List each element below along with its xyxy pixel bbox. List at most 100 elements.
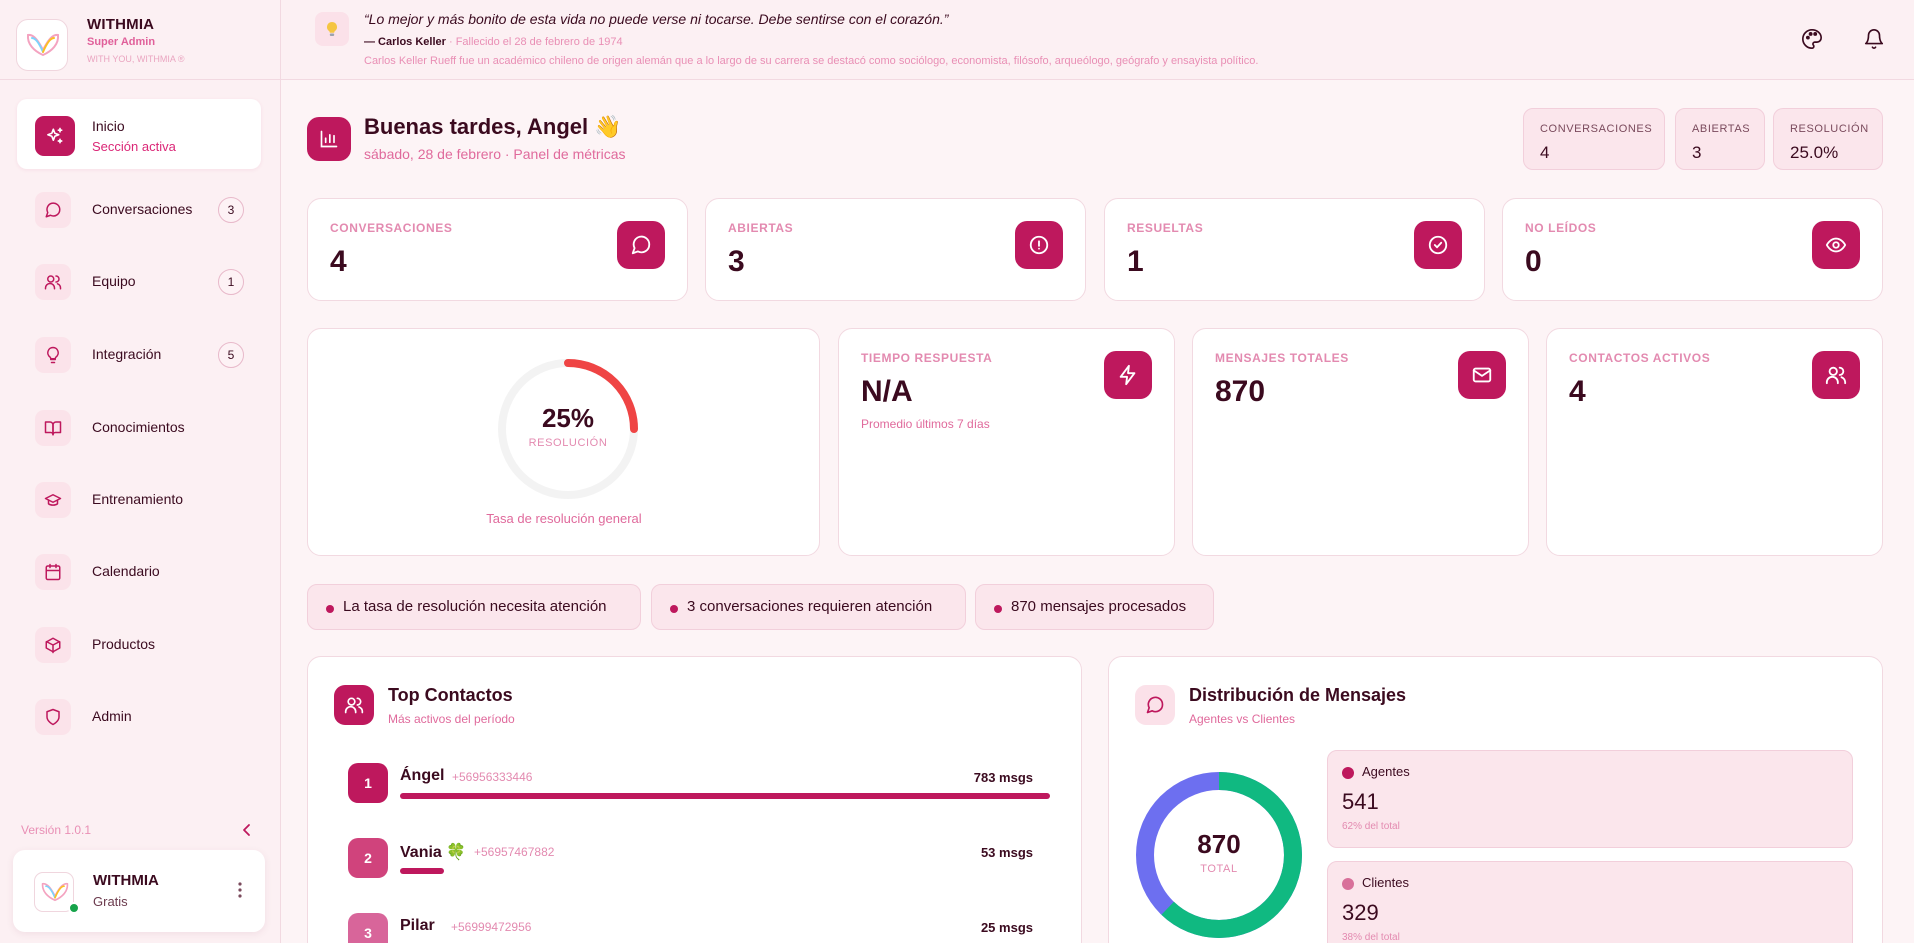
status-dot — [994, 605, 1002, 613]
brand-header: WITHMIA Super Admin WITH YOU, WITHMIA ® — [0, 0, 281, 80]
legend-dot — [1342, 878, 1354, 890]
alert-chip: 3 conversaciones requieren atención — [651, 584, 966, 630]
distribution-panel: Distribución de Mensajes Agentes vs Clie… — [1108, 656, 1883, 943]
user-card[interactable]: WITHMIA Gratis — [13, 850, 265, 932]
summary-label: ABIERTAS — [1692, 123, 1751, 135]
stat-label: ABIERTAS — [728, 221, 794, 235]
lightbulb-icon — [315, 12, 349, 46]
sidebar-item-calendario[interactable]: Calendario — [17, 537, 261, 607]
metric-note: Promedio últimos 7 días — [861, 417, 990, 431]
quote-author-line: — Carlos Keller · Fallecido el 28 de feb… — [364, 36, 623, 48]
chat-bubble-icon — [35, 192, 71, 228]
resolution-percent: 25% — [541, 403, 595, 433]
resolution-caption: Tasa de resolución general — [486, 511, 642, 526]
panel-title: Top Contactos — [388, 685, 513, 705]
summary-resolucion: RESOLUCIÓN 25.0% — [1773, 108, 1883, 170]
stat-card-resueltas[interactable]: RESUELTAS 1 — [1104, 198, 1485, 301]
contact-name: Pilar — [400, 917, 435, 934]
sidebar-item-conversaciones[interactable]: Conversaciones 3 — [17, 175, 261, 245]
more-vertical-icon[interactable] — [237, 880, 243, 900]
contact-name: Vania 🍀 — [400, 844, 467, 861]
sidebar-item-equipo[interactable]: Equipo 1 — [17, 247, 261, 317]
contact-phone: +56956333446 — [452, 770, 533, 784]
quote-death-date: · Fallecido el 28 de febrero de 1974 — [445, 36, 623, 48]
contact-bar — [400, 868, 444, 874]
legend-dot — [1342, 767, 1354, 779]
sidebar-item-integracion[interactable]: Integración 5 — [17, 320, 261, 390]
sidebar-item-admin[interactable]: Admin — [17, 682, 261, 752]
alert-chip: La tasa de resolución necesita atención — [307, 584, 641, 630]
version-label: Versión 1.0.1 — [21, 823, 92, 837]
sidebar-item-productos[interactable]: Productos — [17, 610, 261, 680]
metric-card-mensajes-totales[interactable]: MENSAJES TOTALES 870 — [1192, 328, 1529, 556]
contact-msgs: 53 msgs — [980, 845, 1033, 860]
metric-card-tiempo-respuesta[interactable]: TIEMPO RESPUESTA N/A Promedio últimos 7 … — [838, 328, 1175, 556]
bell-icon[interactable] — [1863, 28, 1885, 50]
metric-card-contactos-activos[interactable]: CONTACTOS ACTIVOS 4 — [1546, 328, 1883, 556]
status-dot — [326, 605, 334, 613]
sidebar-item-inicio[interactable]: Inicio Sección activa — [17, 99, 261, 169]
stat-value: 1 — [1127, 245, 1144, 278]
palette-icon[interactable] — [1801, 28, 1823, 50]
rank-badge: 2 — [348, 838, 388, 878]
users-icon — [1812, 351, 1860, 399]
count-badge: 5 — [218, 342, 244, 368]
top-contacts-panel: Top Contactos Más activos del período 1 … — [307, 656, 1082, 943]
calendar-icon — [35, 554, 71, 590]
metric-value: 870 — [1215, 375, 1266, 408]
brand-tagline: WITH YOU, WITHMIA ® — [87, 54, 185, 64]
sidebar-item-label: Conocimientos — [92, 419, 185, 435]
metric-label: CONTACTOS ACTIVOS — [1569, 351, 1711, 365]
contact-name: Ángel — [400, 767, 445, 784]
donut-segment-agents — [1136, 772, 1302, 938]
page-title: Buenas tardes, Angel 👋 — [364, 114, 622, 139]
contact-msgs: 25 msgs — [980, 920, 1033, 935]
quote-bar: “Lo mejor y más bonito de esta vida no p… — [281, 0, 1914, 80]
legend-value: 541 — [1342, 789, 1379, 814]
stat-card-conversaciones[interactable]: CONVERSACIONES 4 — [307, 198, 688, 301]
page-subtitle: sábado, 28 de febrero · Panel de métrica… — [364, 146, 626, 162]
metric-value: 4 — [1569, 375, 1586, 408]
chevron-left-icon[interactable] — [240, 822, 254, 838]
sidebar-item-entrenamiento[interactable]: Entrenamiento — [17, 465, 261, 535]
alert-chip-text: 3 conversaciones requieren atención — [687, 598, 933, 615]
stat-card-no-leidos[interactable]: NO LEÍDOS 0 — [1502, 198, 1883, 301]
legend-percent: 38% del total — [1342, 932, 1400, 943]
users-icon — [35, 264, 71, 300]
legend-percent: 62% del total — [1342, 821, 1400, 832]
resolution-gauge: 25% RESOLUCIÓN — [494, 355, 642, 503]
resolution-label: RESOLUCIÓN — [528, 437, 608, 449]
book-icon — [35, 410, 71, 446]
summary-value: 4 — [1540, 143, 1550, 162]
rank-badge: 1 — [348, 763, 388, 803]
chat-bubble-icon — [617, 221, 665, 269]
alert-chip-text: La tasa de resolución necesita atención — [343, 598, 607, 615]
sidebar-item-label: Calendario — [92, 563, 160, 579]
sidebar-item-label: Integración — [92, 346, 162, 362]
withmia-logo[interactable] — [16, 19, 68, 71]
quote-text: “Lo mejor y más bonito de esta vida no p… — [364, 11, 949, 27]
metric-label: MENSAJES TOTALES — [1215, 351, 1349, 365]
stat-card-abiertas[interactable]: ABIERTAS 3 — [705, 198, 1086, 301]
shield-icon — [35, 699, 71, 735]
quote-bio: Carlos Keller Rueff fue un académico chi… — [364, 55, 1259, 67]
legend-agentes: Agentes 541 62% del total — [1327, 750, 1853, 848]
bar-chart-icon — [307, 117, 351, 161]
quote-author: — Carlos Keller — [364, 36, 446, 48]
summary-conversaciones: CONVERSACIONES 4 — [1523, 108, 1665, 170]
user-plan: Gratis — [93, 894, 128, 909]
sparkles-icon — [35, 116, 75, 156]
sidebar-item-conocimientos[interactable]: Conocimientos — [17, 393, 261, 463]
alert-circle-icon — [1015, 221, 1063, 269]
resolution-card: 25% RESOLUCIÓN Tasa de resolución genera… — [307, 328, 820, 556]
panel-title: Distribución de Mensajes — [1189, 685, 1407, 705]
brand-name: WITHMIA — [87, 16, 155, 33]
summary-value: 25.0% — [1790, 143, 1839, 162]
sidebar-item-label: Conversaciones — [92, 201, 193, 217]
metric-value: N/A — [861, 375, 913, 408]
alert-chip-text: 870 mensajes procesados — [1011, 598, 1187, 615]
brand-role: Super Admin — [87, 36, 156, 48]
count-badge: 3 — [218, 197, 244, 223]
legend-clientes: Clientes 329 38% del total — [1327, 861, 1853, 943]
sidebar: WITHMIA Super Admin WITH YOU, WITHMIA ® … — [0, 0, 281, 943]
